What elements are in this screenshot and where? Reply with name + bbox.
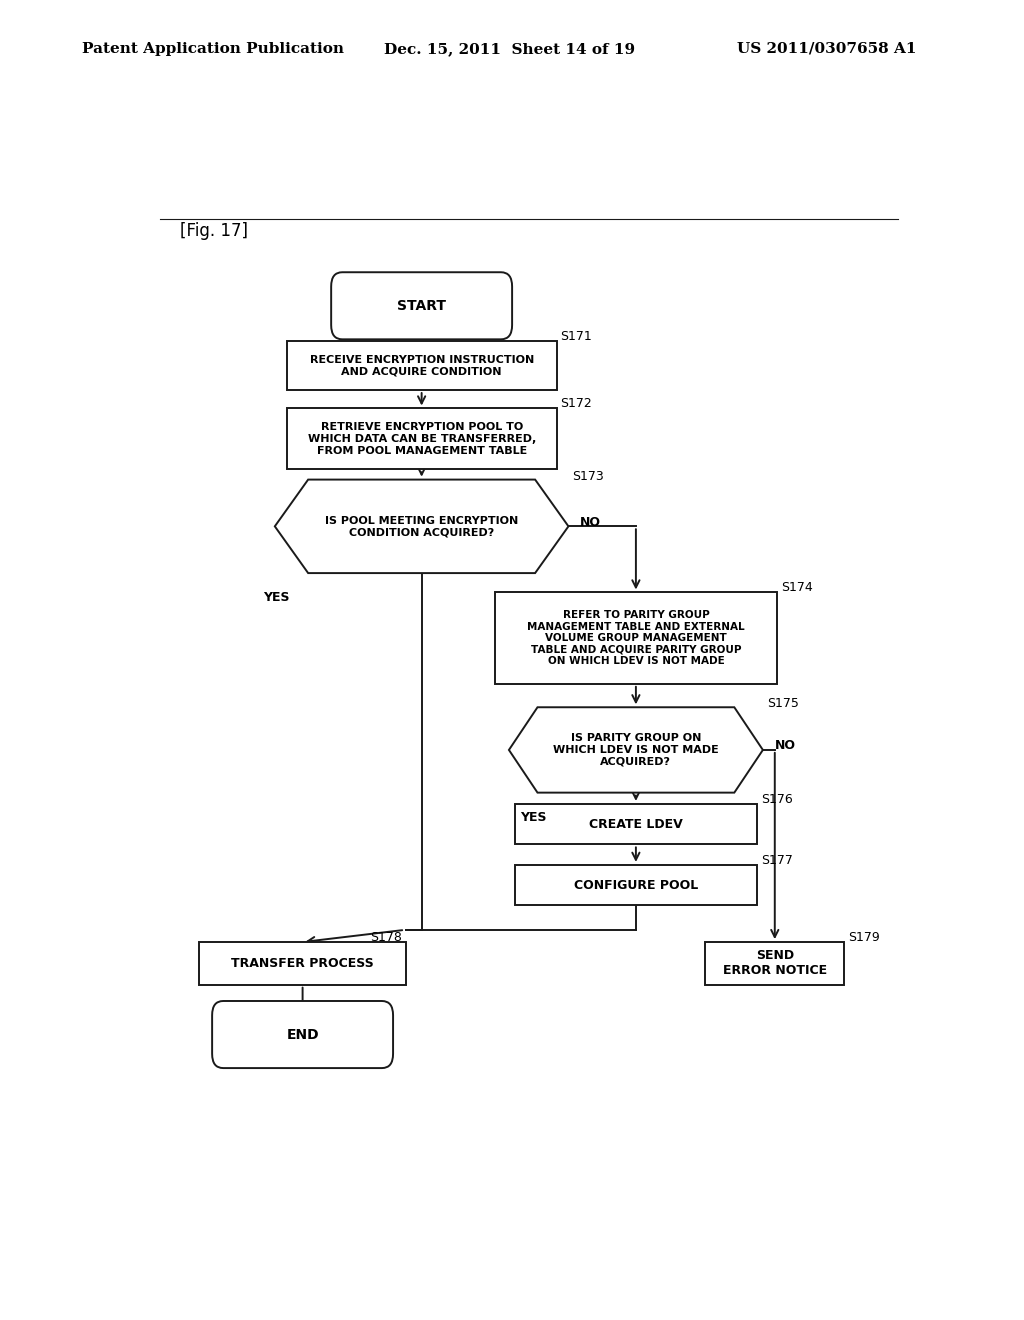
Text: S175: S175 [767, 697, 799, 710]
Text: S178: S178 [370, 931, 401, 944]
Text: Dec. 15, 2011  Sheet 14 of 19: Dec. 15, 2011 Sheet 14 of 19 [384, 42, 635, 55]
Text: S172: S172 [560, 397, 592, 411]
Text: S173: S173 [572, 470, 604, 483]
Bar [495, 593, 777, 684]
Bar [515, 865, 757, 906]
Text: START: START [397, 298, 446, 313]
Text: NO: NO [775, 739, 796, 752]
Text: US 2011/0307658 A1: US 2011/0307658 A1 [737, 42, 916, 55]
Text: S179: S179 [848, 931, 880, 944]
Text: YES: YES [520, 810, 547, 824]
Text: IS POOL MEETING ENCRYPTION
CONDITION ACQUIRED?: IS POOL MEETING ENCRYPTION CONDITION ACQ… [325, 516, 518, 537]
Text: TRANSFER PROCESS: TRANSFER PROCESS [231, 957, 374, 970]
Text: IS PARITY GROUP ON
WHICH LDEV IS NOT MADE
ACQUIRED?: IS PARITY GROUP ON WHICH LDEV IS NOT MAD… [553, 734, 719, 767]
Text: S177: S177 [761, 854, 793, 867]
Text: CONFIGURE POOL: CONFIGURE POOL [573, 879, 698, 891]
Text: S174: S174 [780, 581, 812, 594]
Text: Patent Application Publication: Patent Application Publication [82, 42, 344, 55]
Text: SEND
ERROR NOTICE: SEND ERROR NOTICE [723, 949, 826, 977]
FancyBboxPatch shape [331, 272, 512, 339]
Text: S171: S171 [560, 330, 592, 343]
Bar [287, 408, 557, 470]
Bar [706, 942, 844, 985]
Text: RETRIEVE ENCRYPTION POOL TO
WHICH DATA CAN BE TRANSFERRED,
FROM POOL MANAGEMENT : RETRIEVE ENCRYPTION POOL TO WHICH DATA C… [307, 422, 536, 455]
Bar [515, 804, 757, 845]
Polygon shape [274, 479, 568, 573]
Text: S176: S176 [761, 793, 793, 805]
Text: NO: NO [581, 516, 601, 529]
FancyBboxPatch shape [212, 1001, 393, 1068]
Text: YES: YES [263, 591, 290, 605]
Text: REFER TO PARITY GROUP
MANAGEMENT TABLE AND EXTERNAL
VOLUME GROUP MANAGEMENT
TABL: REFER TO PARITY GROUP MANAGEMENT TABLE A… [527, 610, 744, 667]
Text: CREATE LDEV: CREATE LDEV [589, 817, 683, 830]
Bar [200, 942, 406, 985]
Text: END: END [287, 1027, 318, 1041]
Text: RECEIVE ENCRYPTION INSTRUCTION
AND ACQUIRE CONDITION: RECEIVE ENCRYPTION INSTRUCTION AND ACQUI… [309, 355, 534, 376]
Bar [287, 342, 557, 391]
Text: [Fig. 17]: [Fig. 17] [179, 222, 248, 240]
Polygon shape [509, 708, 763, 792]
